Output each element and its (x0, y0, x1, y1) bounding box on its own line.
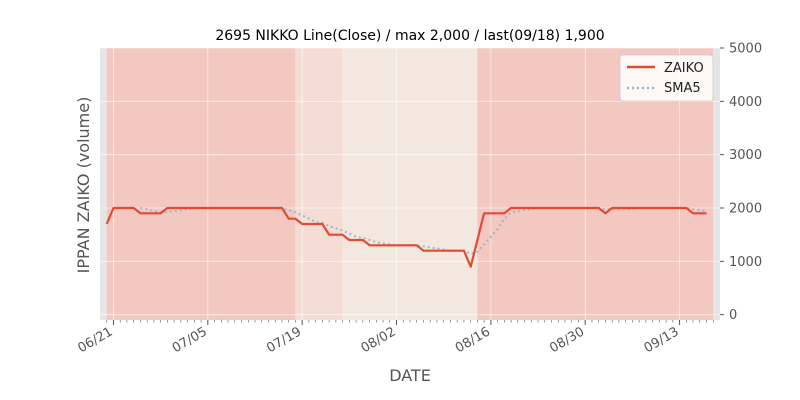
x-tick-label-07/19: 07/19 (264, 324, 304, 356)
y-tick-label-3000: 3000 (729, 148, 762, 163)
background-band-2 (295, 48, 343, 320)
x-tick-label-08/16: 08/16 (453, 324, 493, 356)
background-band-5 (713, 48, 720, 320)
y-tick-label-0: 0 (729, 308, 737, 323)
y-axis-ticks: 0 1000 2000 3000 4000 5000 (720, 42, 762, 323)
x-tick-label-08/02: 08/02 (359, 324, 399, 356)
background-band-0 (100, 48, 107, 320)
legend: ZAIKO SMA5 (619, 54, 714, 102)
y-axis-label: IPPAN ZAIKO (volume) (74, 97, 93, 274)
y-tick-label-2000: 2000 (729, 202, 762, 217)
background-band-1 (106, 48, 296, 320)
legend-label-sma5: SMA5 (664, 81, 701, 96)
x-axis-label: DATE (389, 366, 431, 385)
background-band-3 (342, 48, 478, 320)
x-axis-ticks: 06/21 07/05 07/19 08/02 08/16 08/30 09/13 (76, 320, 714, 356)
y-tick-label-4000: 4000 (729, 95, 762, 110)
x-tick-label-07/05: 07/05 (170, 324, 210, 356)
chart-title: 2695 NIKKO Line(Close) / max 2,000 / las… (215, 28, 604, 44)
grid (100, 47, 720, 320)
background-bands (100, 48, 720, 320)
series-line-zaiko (105, 206, 707, 268)
x-tick-label-06/21: 06/21 (76, 324, 116, 356)
y-tick-label-1000: 1000 (729, 255, 762, 270)
legend-label-zaiko: ZAIKO (664, 61, 704, 76)
series-lines (105, 206, 707, 268)
y-tick-label-5000: 5000 (729, 42, 762, 57)
x-tick-label-08/30: 08/30 (547, 324, 587, 356)
x-tick-label-09/13: 09/13 (642, 324, 682, 356)
